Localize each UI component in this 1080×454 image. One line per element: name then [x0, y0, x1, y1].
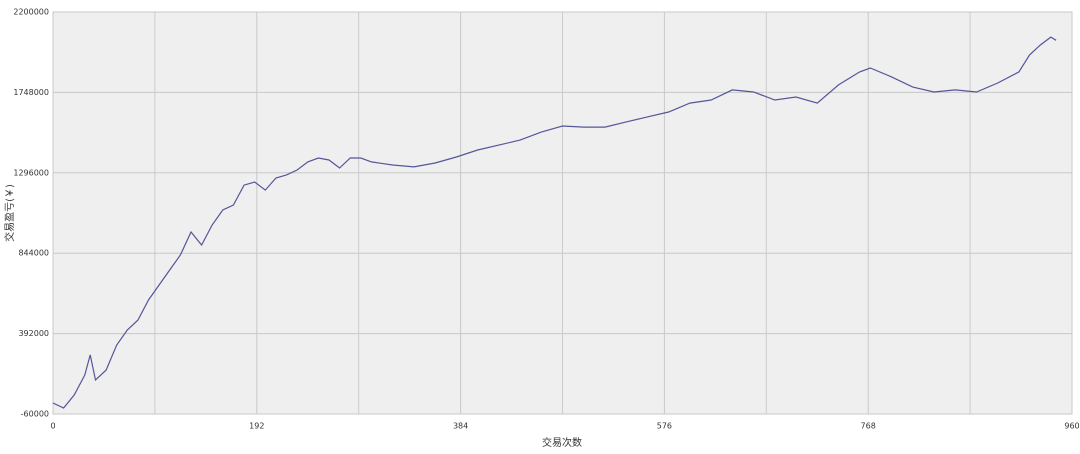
x-tick-label: 960: [1064, 422, 1079, 431]
data-line: [52, 36, 1057, 409]
y-axis-title: 交易盈亏(￥): [3, 184, 16, 242]
x-tick-label: 384: [453, 422, 468, 431]
y-tick-label: 844000: [18, 249, 49, 258]
y-tick-label: 1296000: [13, 168, 49, 177]
y-tick-label: 1748000: [13, 88, 49, 97]
x-tick-label: 576: [657, 422, 672, 431]
y-tick-label: 392000: [18, 329, 49, 338]
x-tick-label: 768: [861, 422, 876, 431]
x-tick-label: 192: [249, 422, 264, 431]
y-tick-label: -60000: [21, 410, 49, 419]
y-tick-label: 2200000: [13, 8, 49, 17]
x-axis-title: 交易次数: [542, 436, 582, 449]
x-tick-label: 0: [50, 422, 55, 431]
